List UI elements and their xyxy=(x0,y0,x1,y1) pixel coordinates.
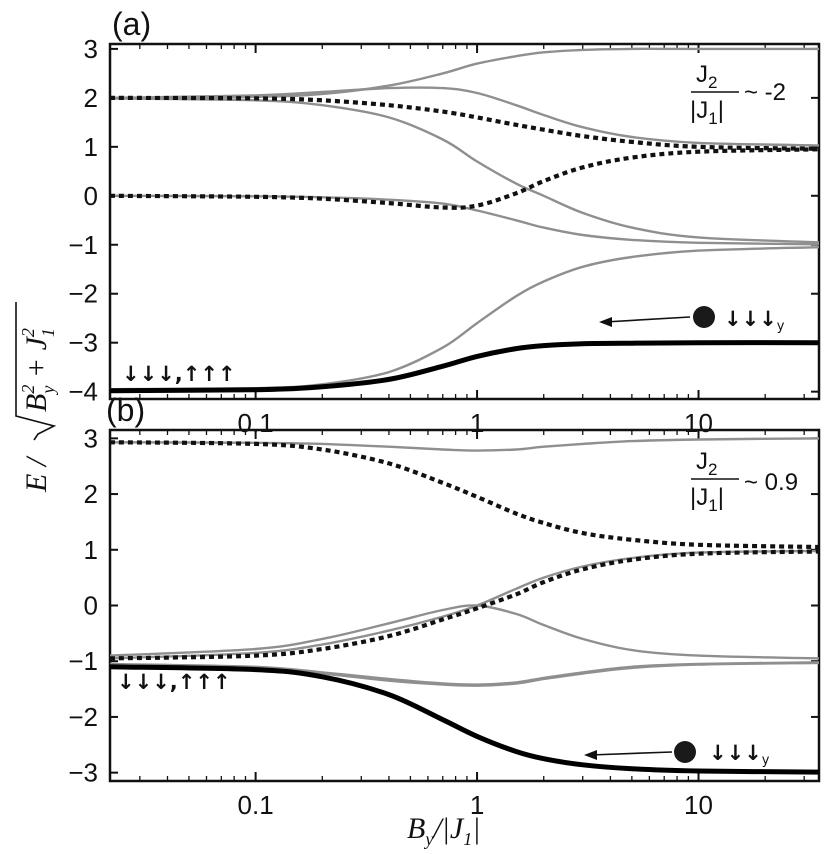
panel-b-annotation: J2 |J1| ~ 0.9 xyxy=(690,448,798,515)
panel-a-marker-arrowhead xyxy=(599,317,612,327)
panel-b-ytick-label: −2 xyxy=(68,702,98,732)
panel-a-ytick-label: 1 xyxy=(84,132,98,162)
panel-b-ytick-label: 2 xyxy=(84,479,98,509)
panel-b-series-2-gray xyxy=(109,604,820,660)
panel-a-annot-relation: ~ -2 xyxy=(744,79,786,106)
panel-b-series xyxy=(109,437,820,775)
panel-a-ytick-label: 0 xyxy=(84,181,98,211)
panel-b-ground-state-marker: ↓↓↓y xyxy=(584,741,770,768)
panel-b-xtick-label: 0.1 xyxy=(238,790,274,820)
panel-a-series-6-dotted xyxy=(109,147,820,210)
panel-a-annot-den: |J1| xyxy=(690,97,724,128)
panel-a-label: (a) xyxy=(112,6,151,42)
y-axis-label: E / B2y + J21 xyxy=(15,302,58,493)
panel-a-series-2-gray xyxy=(109,97,820,244)
panel-a-state-left: ↓↓↓,↑↑↑ xyxy=(122,362,236,386)
svg-text:E /: E / xyxy=(20,455,53,493)
panel-b-annot-relation: ~ 0.9 xyxy=(744,469,798,496)
panel-b-state-right: ↓↓↓y xyxy=(709,741,770,768)
panel-b-label: (b) xyxy=(106,392,145,428)
panel-a-series-3-gray xyxy=(109,194,820,246)
panel-b-series-5-dotted xyxy=(109,440,820,550)
panel-a-ground-state-marker: ↓↓↓y xyxy=(599,306,785,334)
panel-a-ytick-label: −4 xyxy=(68,377,98,407)
panel-b-xtick-label: 10 xyxy=(684,790,713,820)
panel-b-series-0-gray xyxy=(109,437,820,452)
x-axis-label: By/|J1| xyxy=(407,812,480,849)
y-axis-label-radical xyxy=(15,302,57,441)
panel-a-ytick-label: 2 xyxy=(84,83,98,113)
panel-b-xtick-label: 1 xyxy=(470,790,484,820)
panel-b-series-6-dotted xyxy=(109,549,820,661)
panel-b-ytick-label: −3 xyxy=(68,758,98,788)
panel-a-series-1-gray xyxy=(109,86,820,147)
panel-a-series-5-dotted xyxy=(109,95,820,151)
panel-b-marker-dot xyxy=(674,741,696,763)
panel-b-series-7-thick xyxy=(109,664,820,775)
panel-a-marker-dot xyxy=(693,306,715,328)
panel-a-annot-num: J2 xyxy=(696,61,717,92)
panel-a-series-0-gray xyxy=(109,47,819,100)
panel-b-ytick-label: −1 xyxy=(68,646,98,676)
panel-b-ytick-label: 0 xyxy=(84,591,98,621)
panel-a-ytick-label: −1 xyxy=(68,230,98,260)
panel-a-ytick-label: −3 xyxy=(68,328,98,358)
panel-a-marker-arrow xyxy=(604,316,691,323)
svg-text:B2y + J21: B2y + J21 xyxy=(18,328,58,412)
svg-text:By/|J1|: By/|J1| xyxy=(407,812,480,849)
panel-a-ytick-label: −2 xyxy=(68,279,98,309)
panel-b-ytick-label: 3 xyxy=(84,423,98,453)
panel-b-annot-den: |J1| xyxy=(690,484,724,515)
panel-a-series xyxy=(109,47,820,394)
panel-b-ytick-label: 1 xyxy=(84,535,98,565)
panel-a-frame xyxy=(108,42,821,401)
panel-b-series-1-gray xyxy=(109,549,820,660)
panel-b-marker-arrowhead xyxy=(584,750,597,760)
panel-a-state-right: ↓↓↓y xyxy=(724,307,785,334)
panel-b-annot-num: J2 xyxy=(696,448,717,479)
panel-b-marker-arrow xyxy=(589,751,673,756)
panel-b-state-left: ↓↓↓,↑↑↑ xyxy=(117,670,231,694)
panel-a-annotation: J2 |J1| ~ -2 xyxy=(690,61,786,128)
panel-a-ytick-label: 3 xyxy=(84,34,98,64)
panel-a-series-7-thick xyxy=(109,340,820,394)
